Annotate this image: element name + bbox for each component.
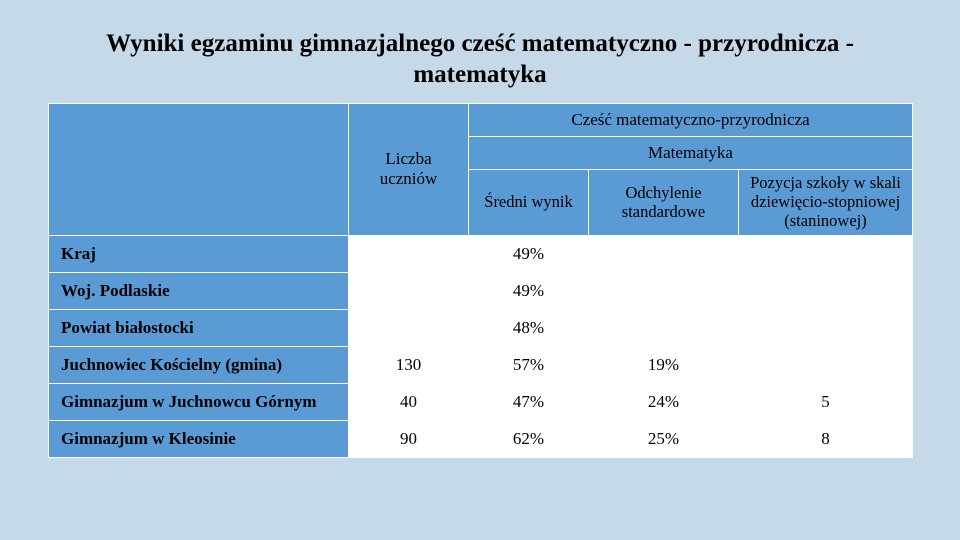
row-label: Juchnowiec Kościelny (gmina) [49,347,349,384]
row-label: Powiat białostocki [49,310,349,347]
cell-liczba: 40 [349,384,469,421]
cell-liczba: 130 [349,347,469,384]
table-row: Kraj 49% [49,236,913,273]
row-label: Gimnazjum w Juchnowcu Górnym [49,384,349,421]
cell-poz [739,273,913,310]
cell-poz: 5 [739,384,913,421]
cell-liczba [349,236,469,273]
cell-sredni: 47% [469,384,589,421]
table-row: Gimnazjum w Juchnowcu Górnym 40 47% 24% … [49,384,913,421]
table-row: Powiat białostocki 48% [49,310,913,347]
header-liczba: Liczba uczniów [349,103,469,236]
cell-sredni: 49% [469,273,589,310]
cell-sredni: 49% [469,236,589,273]
cell-odch [589,273,739,310]
cell-poz [739,236,913,273]
header-group-line1: Cześć matematyczno-przyrodnicza [469,103,913,136]
cell-liczba: 90 [349,421,469,458]
header-pozycja: Pozycja szkoły w skali dziewięcio-stopni… [739,170,913,236]
row-label: Gimnazjum w Kleosinie [49,421,349,458]
page-title: Wyniki egzaminu gimnazjalnego cześć mate… [100,28,860,91]
header-group-line2: Matematyka [469,136,913,169]
cell-liczba [349,273,469,310]
table-row: Gimnazjum w Kleosinie 90 62% 25% 8 [49,421,913,458]
row-label: Kraj [49,236,349,273]
header-corner [49,103,349,236]
header-sredni: Średni wynik [469,170,589,236]
cell-sredni: 57% [469,347,589,384]
cell-odch: 25% [589,421,739,458]
table-row: Juchnowiec Kościelny (gmina) 130 57% 19% [49,347,913,384]
cell-odch: 19% [589,347,739,384]
cell-odch [589,236,739,273]
cell-sredni: 62% [469,421,589,458]
table-row: Woj. Podlaskie 49% [49,273,913,310]
cell-liczba [349,310,469,347]
row-label: Woj. Podlaskie [49,273,349,310]
cell-poz [739,347,913,384]
cell-odch: 24% [589,384,739,421]
cell-odch [589,310,739,347]
results-table: Liczba uczniów Cześć matematyczno-przyro… [48,103,913,459]
cell-poz: 8 [739,421,913,458]
table-body: Kraj 49% Woj. Podlaskie 49% Powiat biało… [49,236,913,458]
header-odchylenie: Odchylenie standardowe [589,170,739,236]
cell-sredni: 48% [469,310,589,347]
cell-poz [739,310,913,347]
